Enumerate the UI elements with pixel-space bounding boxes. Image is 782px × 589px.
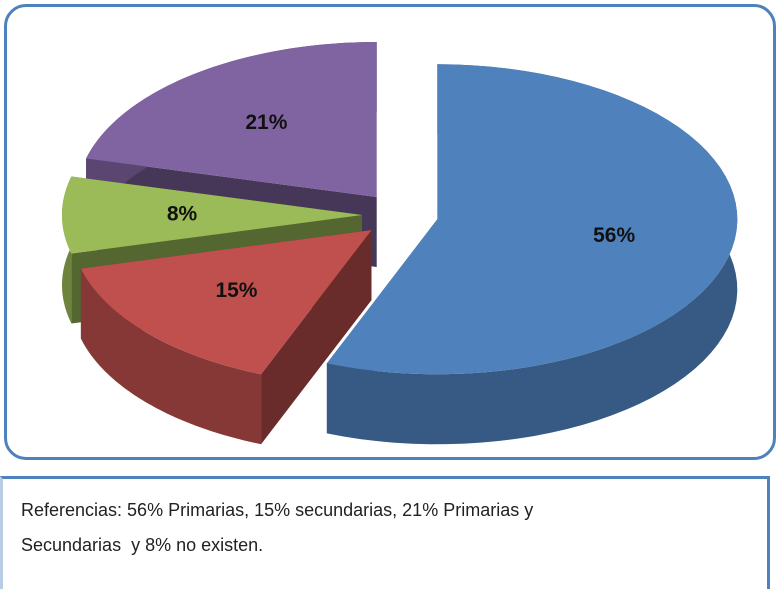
pie-slice: [62, 176, 362, 254]
pie-slice: [80, 230, 372, 375]
data-label: 21%: [245, 111, 287, 134]
chart-frame: [4, 4, 776, 460]
slice-wall: [80, 268, 262, 445]
slice: [326, 64, 738, 445]
pie-slice: [326, 64, 738, 375]
data-label: 56%: [593, 224, 635, 247]
chart: 56% 15% 8% 21%: [62, 41, 738, 445]
slice: [80, 230, 372, 445]
pie-slice: [86, 41, 377, 197]
data-label: 15%: [215, 279, 257, 302]
data-label: 8%: [167, 203, 198, 226]
caption-box: Referencias: 56% Primarias, 15% secundar…: [0, 476, 770, 589]
caption: Referencias: 56% Primarias, 15% secundar…: [21, 500, 539, 555]
